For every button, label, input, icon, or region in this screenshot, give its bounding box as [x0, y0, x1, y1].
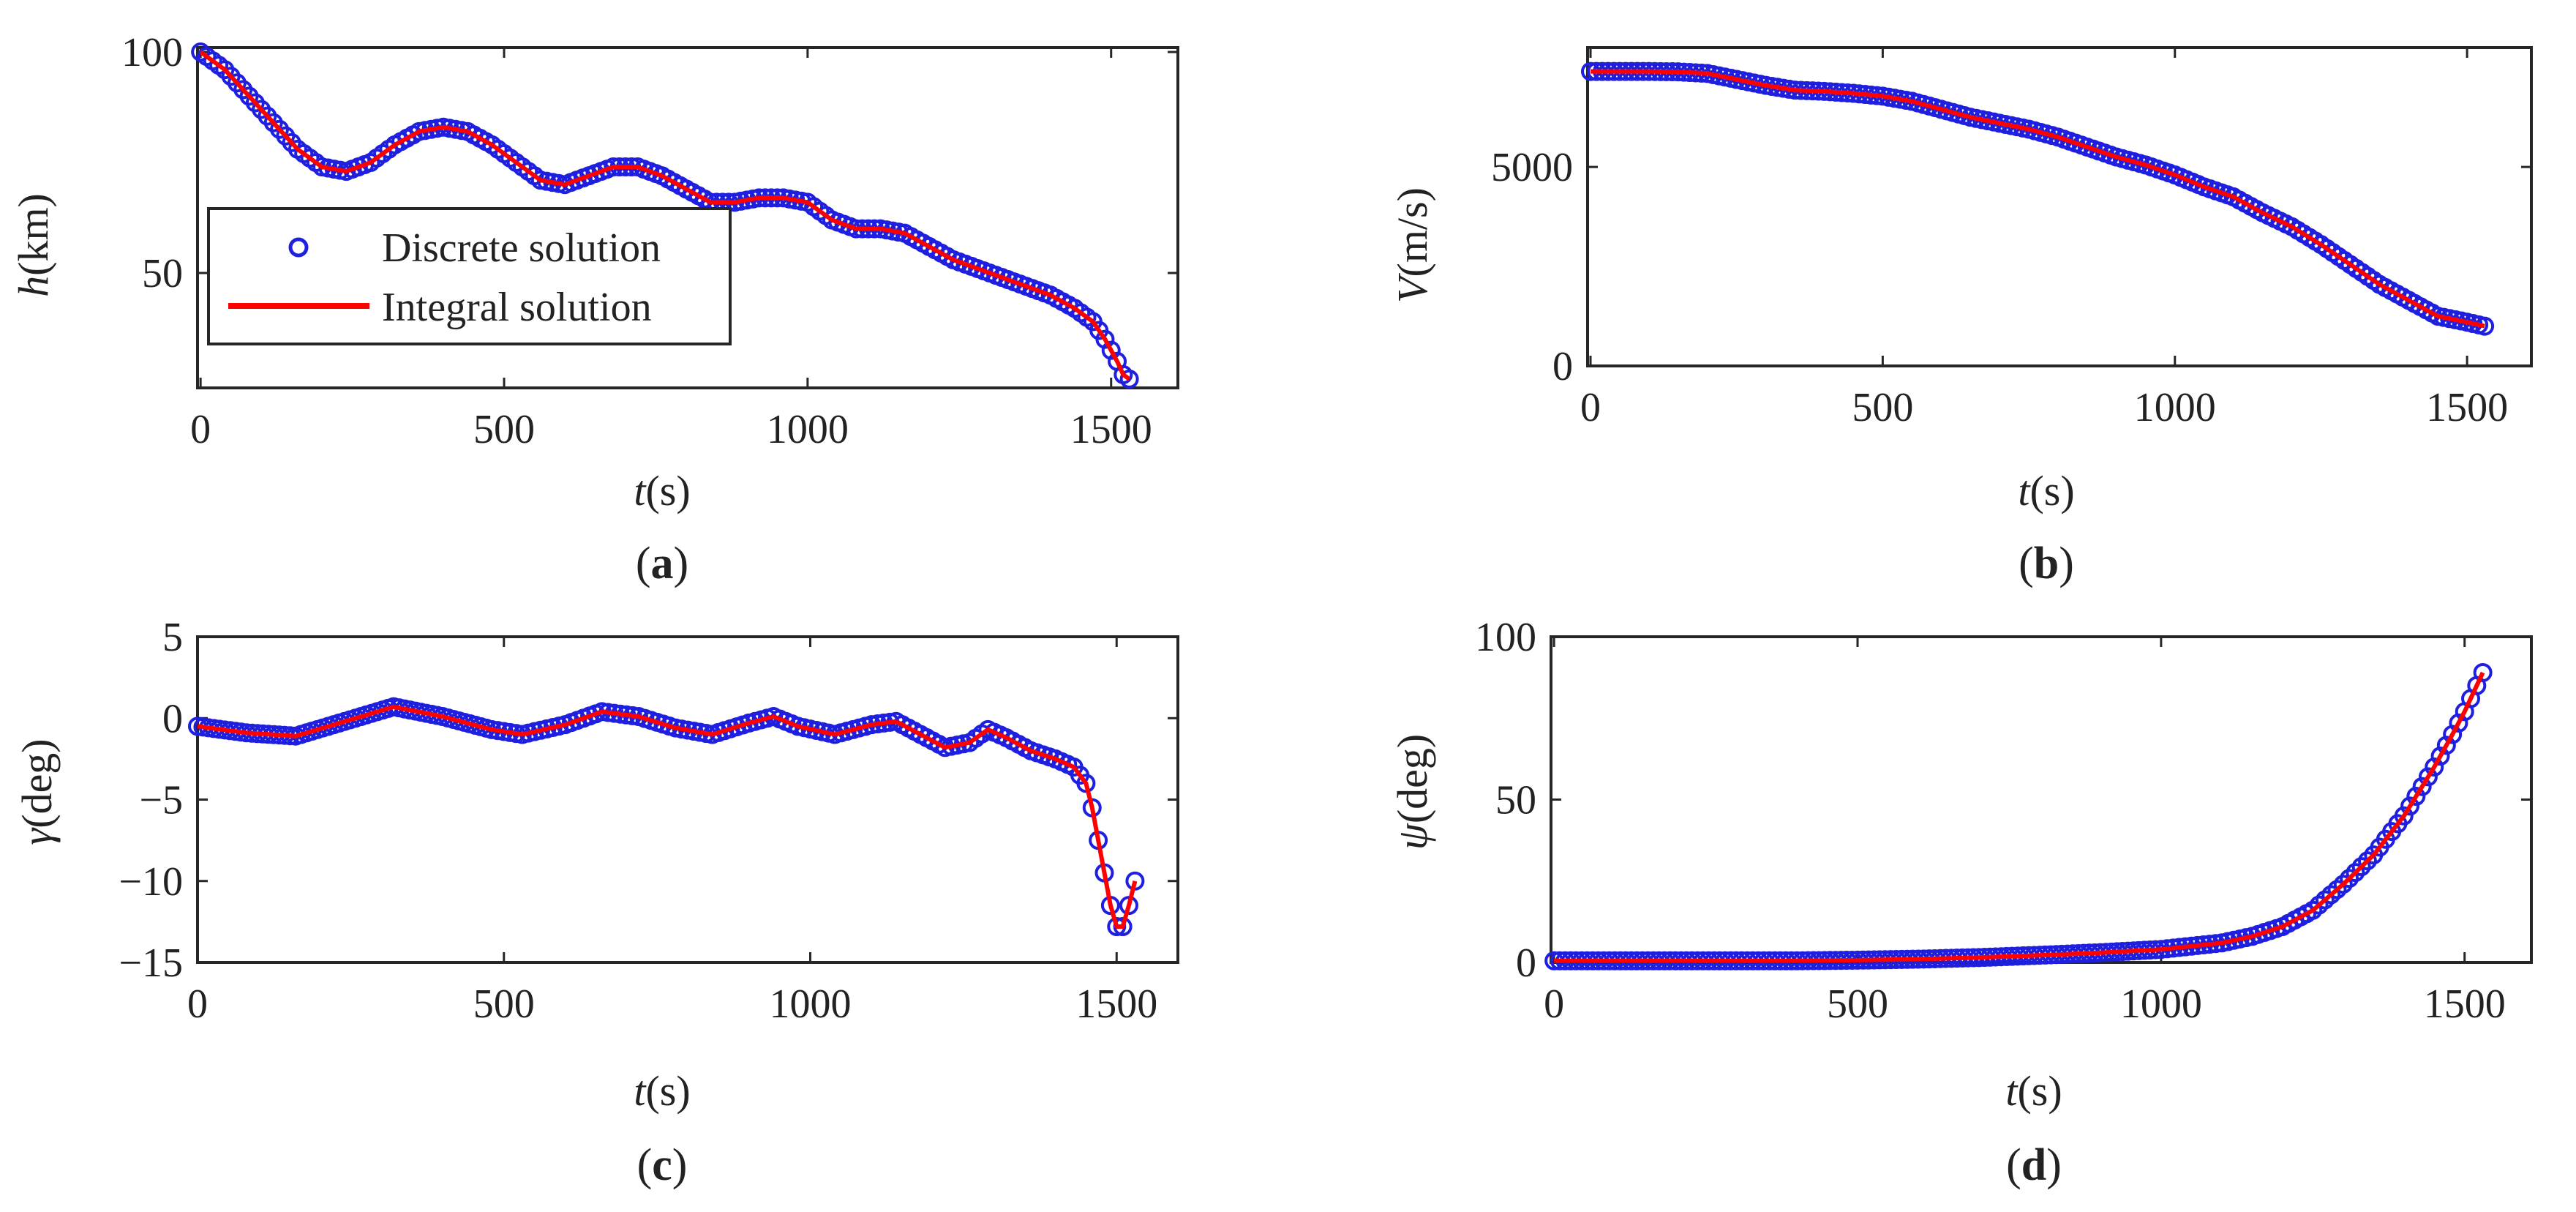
ylabel-c-unit: (deg) [13, 738, 61, 828]
panel-c: 0 500 1000 1500 −15 −10 −5 0 5 γ(deg) t(s) (c) [13, 615, 1179, 1190]
x-tick-label: 0 [1580, 385, 1601, 430]
legend-label-integral: Integral solution [382, 285, 652, 330]
y-tick-label: 50 [142, 251, 183, 296]
y-tick-label: 100 [121, 30, 183, 75]
xlabel-c: t(s) [634, 1067, 690, 1115]
panel-d: 0 500 1000 1500 0 50 100 ψ(deg) t(s) (d) [1389, 615, 2533, 1190]
legend-label-discrete: Discrete solution [382, 225, 661, 271]
discrete-point [2406, 787, 2426, 807]
xlabel-b: t(s) [2018, 467, 2074, 515]
discrete-point [2351, 857, 2371, 877]
y-tick-label: −15 [119, 940, 183, 986]
caption-b: (b) [2019, 539, 2074, 588]
x-tick-label: 500 [1852, 385, 1913, 430]
y-tick-label: 5000 [1491, 145, 1573, 190]
ylabel-a-unit: (km) [10, 193, 57, 276]
x-tick-label: 0 [190, 407, 211, 452]
integral-line [197, 704, 1138, 929]
xlabel-a-var: t [634, 467, 647, 515]
x-tick-label: 0 [1544, 981, 1564, 1027]
xlabel-d-var: t [2005, 1067, 2019, 1115]
legend: Discrete solution Integral solution [207, 207, 732, 345]
legend-marker-discrete [288, 237, 309, 258]
x-tick-label: 1500 [1075, 981, 1157, 1027]
ylabel-a-var: h [10, 276, 57, 297]
x-tick-label: 1500 [2426, 385, 2508, 430]
discrete-point [2412, 777, 2432, 796]
ylabel-b-var: V [1389, 272, 1436, 303]
x-tick-label: 0 [187, 981, 208, 1027]
ylabel-d: ψ(deg) [1389, 734, 1436, 850]
axes-frame [1586, 46, 2533, 367]
discrete-point [2357, 851, 2377, 871]
legend-box [207, 207, 732, 345]
x-tick-label: 500 [1827, 981, 1888, 1027]
axes-frame [1550, 635, 2533, 964]
y-tick-label: −10 [119, 859, 183, 905]
integral-line [1591, 69, 2485, 329]
xlabel-d-unit: (s) [2017, 1067, 2062, 1115]
integral-line [1554, 671, 2485, 963]
caption-d: (d) [2006, 1140, 2062, 1190]
plot-area-b: 0 500 1000 1500 0 5000 [1491, 46, 2533, 430]
ylabel-b: V(m/s) [1389, 187, 1436, 303]
ylabel-c-var: γ [13, 827, 61, 845]
xlabel-d: t(s) [2005, 1067, 2062, 1115]
xlabel-c-unit: (s) [645, 1067, 690, 1115]
y-tick-label: 50 [1495, 778, 1536, 823]
discrete-point [2400, 796, 2420, 816]
y-tick-label: 0 [162, 696, 183, 741]
y-tick-label: 0 [1552, 344, 1573, 389]
xlabel-b-unit: (s) [2029, 467, 2074, 515]
ylabel-b-unit: (m/s) [1389, 187, 1436, 277]
discrete-point [1119, 369, 1139, 389]
discrete-point [2473, 662, 2493, 682]
integral-line [199, 50, 1131, 381]
xlabel-a: t(s) [634, 467, 690, 515]
ylabel-a: h(km) [10, 193, 57, 297]
x-tick-label: 1000 [767, 407, 849, 452]
ylabel-d-var: ψ [1389, 823, 1436, 850]
caption-a: (a) [636, 539, 688, 588]
x-tick-label: 1500 [2424, 981, 2506, 1027]
x-tick-label: 500 [473, 407, 535, 452]
ylabel-d-unit: (deg) [1389, 734, 1436, 823]
discrete-point [2333, 875, 2353, 894]
plot-area-d: 0 500 1000 1500 0 50 100 [1475, 615, 2533, 1027]
caption-c: (c) [637, 1140, 688, 1190]
y-tick-label: 100 [1475, 615, 1536, 660]
discrete-point [2340, 869, 2359, 889]
x-tick-label: 1000 [2134, 385, 2216, 430]
x-tick-label: 500 [473, 981, 535, 1027]
xlabel-a-unit: (s) [645, 467, 690, 515]
xlabel-b-var: t [2018, 467, 2031, 515]
ylabel-c: γ(deg) [13, 738, 61, 845]
discrete-point [2394, 806, 2414, 826]
x-tick-label: 1000 [2120, 981, 2202, 1027]
y-tick-label: 5 [162, 615, 183, 660]
y-tick-label: −5 [139, 778, 183, 823]
x-tick-label: 1500 [1070, 407, 1152, 452]
panel-a: 0 500 1000 1500 50 100 h(km) t(s) (a) Discret… [10, 30, 1179, 588]
y-tick-label: 0 [1516, 940, 1536, 986]
discrete-point [2346, 863, 2365, 883]
plot-area-c: 0 500 1000 1500 −15 −10 −5 0 5 [119, 615, 1179, 1027]
xlabel-c-var: t [634, 1067, 647, 1115]
panel-b: 0 500 1000 1500 0 5000 V(m/s) t(s) (b) [1389, 46, 2533, 588]
x-tick-label: 1000 [770, 981, 852, 1027]
discrete-point [2418, 767, 2438, 787]
axes-frame [196, 635, 1179, 964]
